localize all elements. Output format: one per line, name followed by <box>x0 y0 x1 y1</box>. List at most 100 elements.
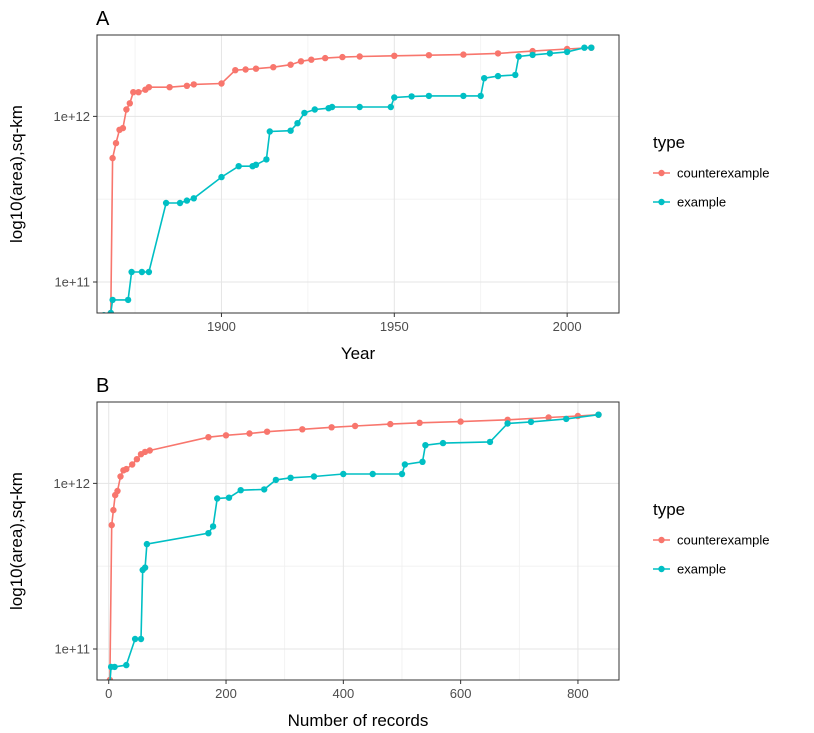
panel-a-example-point <box>145 268 153 276</box>
panel-b-example-point <box>225 494 233 501</box>
panel-b-counterexample-point <box>263 428 271 435</box>
panel-b-label: B <box>96 375 109 397</box>
panel-b-example-point <box>143 540 151 548</box>
panel-b-example-point <box>261 486 268 493</box>
panel-a-counterexample-point <box>145 84 153 91</box>
panel-b-counterexample-point <box>246 430 253 437</box>
panel-b-example-point <box>401 461 409 468</box>
panel-a-xtick-label: 1900 <box>207 319 236 334</box>
panel-a-ylabel: log10(area),sq-km <box>7 105 26 243</box>
panel-a-legend-label-example: example <box>677 195 726 210</box>
panel-a-counterexample-point <box>270 63 277 71</box>
panel-a-legend: type counterexample example <box>653 133 770 210</box>
panel-a-example-point <box>294 120 301 127</box>
panel-b-xtick-label: 200 <box>215 686 237 701</box>
panel-a-counterexample-point <box>119 124 127 132</box>
panel-a-series-counterexample <box>107 44 595 313</box>
panel-a-example-point <box>128 268 135 276</box>
panel-b-ytick-label: 1e+11 <box>54 642 90 657</box>
panel-a-counterexample-point <box>190 81 197 88</box>
panel-a-counterexample-point <box>356 53 363 60</box>
panel-b-counterexample-point <box>123 465 130 473</box>
panel-a-xtick-label: 1950 <box>380 319 409 334</box>
panel-a-example-point <box>515 53 522 60</box>
panel-b-example-point <box>209 523 217 530</box>
panel-b-counterexample-point <box>299 426 306 433</box>
panel-a-example-point <box>162 199 170 207</box>
panel-b-example-point <box>422 442 429 449</box>
panel-b-counterexample-point <box>387 420 394 428</box>
panel-a-example-point <box>425 92 433 100</box>
panel-a-legend-title: type <box>653 133 685 152</box>
panel-b-example-point <box>595 411 602 418</box>
panel-a-example-point <box>218 173 225 181</box>
panel-a-counterexample-point <box>166 84 173 91</box>
panel-a-counterexample-point <box>242 66 249 73</box>
panel-b-example-point <box>272 476 280 484</box>
panel-b-counterexample-point <box>457 418 464 425</box>
panel-b-counterexample-point <box>222 432 230 439</box>
panel-a-example-point <box>588 44 595 51</box>
panel-b-ylabel: log10(area),sq-km <box>7 472 26 610</box>
panel-b-example-point <box>340 470 347 478</box>
panel-a-example-point <box>391 94 398 101</box>
panel-a-xtick-label: 2000 <box>553 319 582 334</box>
panel-a-counterexample-point <box>494 50 502 57</box>
panel-b-counterexample-point <box>545 414 552 421</box>
panel-b-background <box>97 402 619 680</box>
panel-b-example-point <box>141 564 149 571</box>
panel-a-counterexample-point <box>308 56 315 63</box>
panel-a-example-point <box>328 103 336 111</box>
panel-b-legend: type counterexample example <box>653 500 770 577</box>
panel-a-counterexample-point <box>391 52 398 59</box>
panel-a-example-point <box>301 109 308 117</box>
panel-b-example-point <box>237 487 244 494</box>
panel-a-example-point <box>176 199 184 207</box>
panel-b-counterexample-point <box>129 461 136 468</box>
panel-b-counterexample-point <box>114 487 121 495</box>
panel-b-example-point <box>504 420 511 427</box>
panel-a-counterexample-point <box>109 154 116 162</box>
panel-b-counterexample-point <box>108 521 115 529</box>
panel-b-legend-key-point <box>658 565 665 573</box>
panel-a-example-point <box>460 92 467 100</box>
panel-b-counterexample-point <box>416 419 423 426</box>
panel-a-ytick-label: 1e+11 <box>54 275 90 290</box>
panel-b-example-point <box>111 663 118 671</box>
panel-a-example-point <box>138 268 146 276</box>
panel-a-counterexample-point <box>218 80 225 87</box>
panel-b-example-point <box>123 661 130 669</box>
panel-a-example-point <box>529 51 536 59</box>
panel-a-counterexample-point <box>252 65 260 72</box>
panel-a-example-point <box>263 156 270 163</box>
panel-a-example-point <box>107 309 114 313</box>
panel-b-example-point <box>527 418 535 426</box>
panel-b-example-point <box>439 439 447 447</box>
panel-a-example-point <box>235 163 242 170</box>
panel-a-example-point <box>512 71 519 79</box>
panel-a-example-point <box>183 197 191 204</box>
panel-a-example-point <box>494 72 502 80</box>
panel-a-legend-label-counterexample: counterexample <box>677 166 770 181</box>
panel-a-example-point <box>252 161 260 168</box>
panel-b-xtick-label: 600 <box>450 686 472 701</box>
panel-a-example-point <box>311 106 318 113</box>
panel-a-example-point <box>190 195 197 202</box>
panel-a-counterexample-point <box>460 51 467 58</box>
panel-a-ytick-label: 1e+12 <box>53 109 90 124</box>
panel-b: 0 200 400 600 800 1e+11 1e+12 B Number of record… <box>7 375 770 730</box>
panel-a-background <box>97 35 619 313</box>
panel-b-legend-title: type <box>653 500 685 519</box>
panel-b-example-point <box>369 470 376 478</box>
panel-b-example-point <box>131 635 139 643</box>
panel-a-example-point <box>287 127 294 134</box>
panel-a-example-point <box>481 75 488 82</box>
panel-b-legend-label-counterexample: counterexample <box>677 533 770 548</box>
panel-b-counterexample-point <box>117 473 124 480</box>
panel-a-series-example <box>101 44 595 313</box>
panel-a-counterexample-point <box>339 53 346 61</box>
panel-b-xtick-label: 400 <box>332 686 354 701</box>
panel-a-counterexample-point <box>322 54 329 62</box>
panel-a-example-point <box>356 103 363 111</box>
